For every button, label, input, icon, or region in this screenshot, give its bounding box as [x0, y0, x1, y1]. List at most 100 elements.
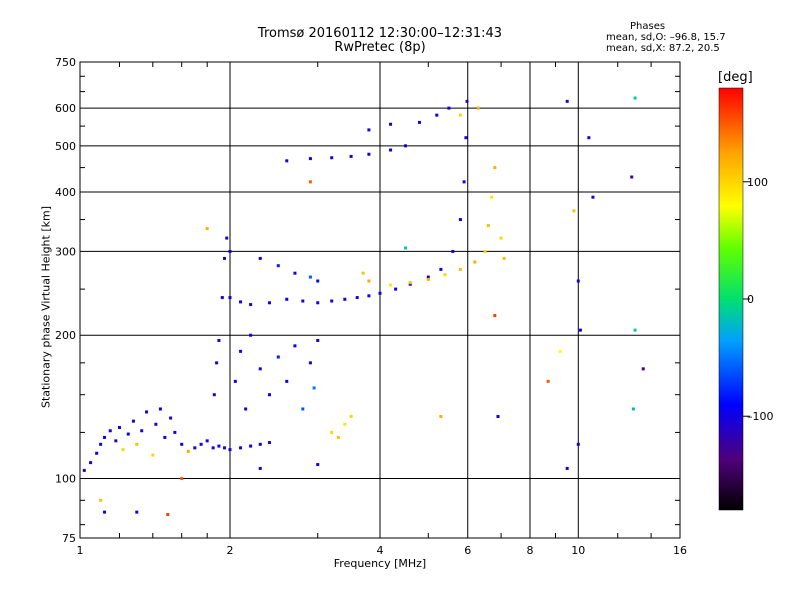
- data-point: [378, 291, 382, 295]
- data-point: [576, 279, 580, 283]
- data-point: [349, 414, 353, 418]
- data-point: [355, 296, 359, 300]
- data-point: [336, 435, 340, 439]
- x-tick-label: 6: [464, 544, 471, 557]
- data-point: [99, 442, 103, 446]
- data-point: [458, 267, 462, 271]
- phase-stats-title: Phases: [630, 21, 666, 32]
- data-point: [462, 180, 466, 184]
- data-point: [89, 461, 93, 465]
- data-point: [439, 414, 443, 418]
- data-point: [308, 361, 312, 365]
- data-points: [82, 96, 645, 517]
- x-tick-label: 10: [571, 544, 585, 557]
- data-point: [145, 410, 149, 414]
- colorbar: [718, 87, 744, 511]
- data-point: [249, 333, 253, 337]
- data-point: [117, 425, 121, 429]
- y-tick-label: 300: [55, 245, 76, 258]
- data-point: [220, 296, 224, 300]
- data-point: [163, 435, 167, 439]
- data-point: [408, 281, 412, 285]
- plot-frame: [79, 61, 681, 539]
- data-point: [239, 300, 243, 304]
- data-point: [349, 154, 353, 158]
- data-point: [476, 106, 480, 110]
- data-point: [276, 264, 280, 268]
- data-point: [135, 442, 139, 446]
- data-point: [316, 301, 320, 305]
- data-point: [301, 407, 305, 411]
- data-point: [403, 144, 407, 148]
- data-point: [633, 328, 637, 332]
- colorbar-tick-label: 0: [747, 293, 754, 306]
- data-point: [641, 367, 645, 371]
- data-point: [135, 510, 139, 514]
- data-point: [233, 379, 237, 383]
- data-point: [212, 393, 216, 397]
- data-point: [473, 260, 477, 264]
- colorbar-tick-label: –100: [747, 410, 774, 423]
- data-point: [451, 249, 455, 253]
- data-point: [389, 283, 393, 287]
- data-point: [205, 227, 209, 231]
- data-point: [228, 249, 232, 253]
- data-point: [211, 446, 215, 450]
- data-point: [228, 448, 232, 452]
- data-point: [99, 498, 103, 502]
- x-tick-label: 4: [377, 544, 384, 557]
- data-point: [215, 361, 219, 365]
- data-point: [486, 224, 490, 228]
- data-point: [443, 273, 447, 277]
- data-point: [180, 442, 184, 446]
- data-point: [308, 157, 312, 161]
- data-point: [258, 442, 262, 446]
- data-point: [591, 195, 595, 199]
- data-point: [389, 122, 393, 126]
- data-point: [103, 435, 107, 439]
- data-point: [417, 120, 421, 124]
- data-point: [169, 416, 173, 420]
- x-ticks: 1 2 4 6 8 10 16: [77, 62, 687, 557]
- y-tick-label: 400: [55, 186, 76, 199]
- data-point: [464, 136, 468, 140]
- data-point: [154, 422, 158, 426]
- data-point: [367, 152, 371, 156]
- data-point: [565, 99, 569, 103]
- data-point: [330, 299, 334, 303]
- data-point: [239, 446, 243, 450]
- data-point: [151, 453, 155, 457]
- data-point: [558, 349, 562, 353]
- data-point: [546, 379, 550, 383]
- data-point: [587, 136, 591, 140]
- data-point: [82, 468, 86, 472]
- data-point: [301, 299, 305, 303]
- data-point: [239, 349, 243, 353]
- data-point: [217, 444, 221, 448]
- phase-stats-x: mean, sd,X: 87.2, 20.5: [606, 43, 720, 54]
- data-point: [633, 96, 637, 100]
- colorbar-ticks: 100 0 –100: [743, 176, 774, 423]
- data-point: [565, 466, 569, 470]
- chart-title: Tromsø 20160112 12:30:00–12:31:43: [257, 26, 503, 41]
- data-point: [367, 294, 371, 298]
- data-point: [316, 463, 320, 467]
- data-point: [205, 439, 209, 443]
- data-point: [199, 442, 203, 446]
- data-point: [493, 314, 497, 318]
- data-point: [343, 297, 347, 301]
- y-tick-label: 500: [55, 140, 76, 153]
- data-point: [458, 113, 462, 117]
- data-point: [578, 328, 582, 332]
- data-point: [330, 430, 334, 434]
- data-point: [249, 303, 253, 307]
- data-point: [435, 113, 439, 117]
- data-point: [465, 99, 469, 103]
- y-tick-label: 75: [62, 532, 76, 545]
- data-point: [258, 256, 262, 260]
- data-point: [166, 513, 170, 517]
- data-point: [499, 236, 503, 240]
- data-point: [114, 439, 118, 443]
- data-point: [108, 429, 112, 433]
